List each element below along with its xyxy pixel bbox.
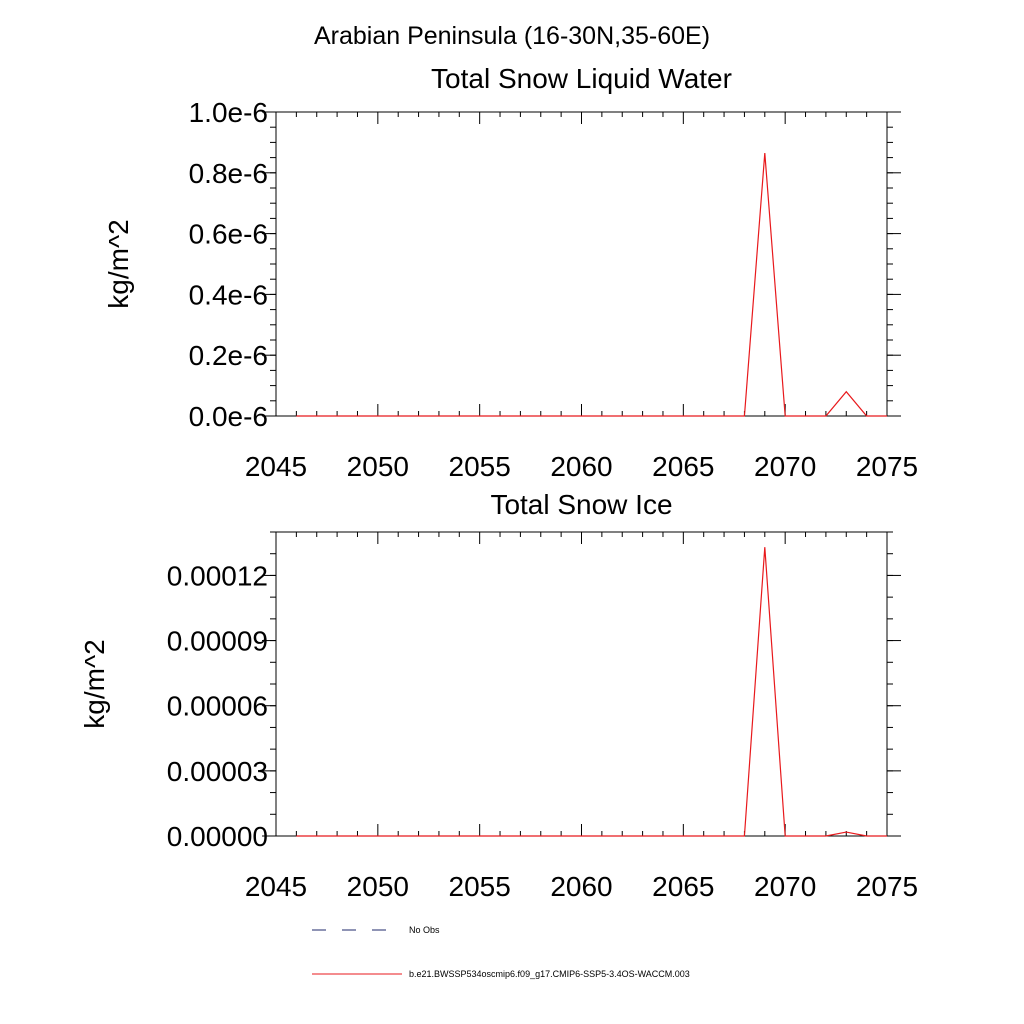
x-tick-label: 2060 [550,871,612,902]
x-tick-label: 2075 [856,451,918,482]
y-axis-label: kg/m^2 [79,639,110,728]
legend-label-model: b.e21.BWSSP534oscmip6.f09_g17.CMIP6-SSP5… [409,969,690,979]
x-tick-label: 2070 [754,871,816,902]
y-tick-label: 0.4e-6 [189,279,268,310]
y-tick-label: 0.00012 [167,560,268,591]
x-tick-label: 2065 [652,451,714,482]
x-tick-label: 2045 [245,451,307,482]
plot-frame [275,111,888,417]
x-tick-label: 2060 [550,451,612,482]
y-tick-label: 0.6e-6 [189,219,268,250]
y-axis-label: kg/m^2 [103,219,134,308]
chart-panel-snow-ice: Total Snow Ice kg/m^2 2045 2050 2055 2060 2065… [79,489,918,902]
y-tick-label: 1.0e-6 [189,97,268,128]
y-tick-label: 0.2e-6 [189,340,268,371]
chart-panel-snow-liquid-water: Total Snow Liquid Water kg/m^2 2045 2050 205… [103,63,918,482]
x-tick-label: 2070 [754,451,816,482]
y-tick-label: 0.00003 [167,756,268,787]
x-tick-label: 2055 [449,451,511,482]
x-tick-label: 2055 [449,871,511,902]
x-tick-label: 2075 [856,871,918,902]
x-tick-label: 2050 [347,451,409,482]
legend-label-no-obs: No Obs [409,925,440,935]
y-tick-label: 0.0e-6 [189,401,268,432]
x-tick-label: 2065 [652,871,714,902]
chart-title: Total Snow Liquid Water [431,63,732,94]
y-tick-label: 0.00006 [167,691,268,722]
y-tick-label: 0.8e-6 [189,158,268,189]
plot-frame [275,531,888,837]
y-tick-label: 0.00000 [167,821,268,852]
series-line [296,547,887,837]
legend: No Obs b.e21.BWSSP534oscmip6.f09_g17.CMI… [312,925,690,979]
series-line [296,152,887,417]
x-tick-label: 2045 [245,871,307,902]
y-tick-label: 0.00009 [167,626,268,657]
x-tick-label: 2050 [347,871,409,902]
chart-title: Total Snow Ice [490,489,672,520]
figure-main-title: Arabian Peninsula (16-30N,35-60E) [314,22,710,50]
